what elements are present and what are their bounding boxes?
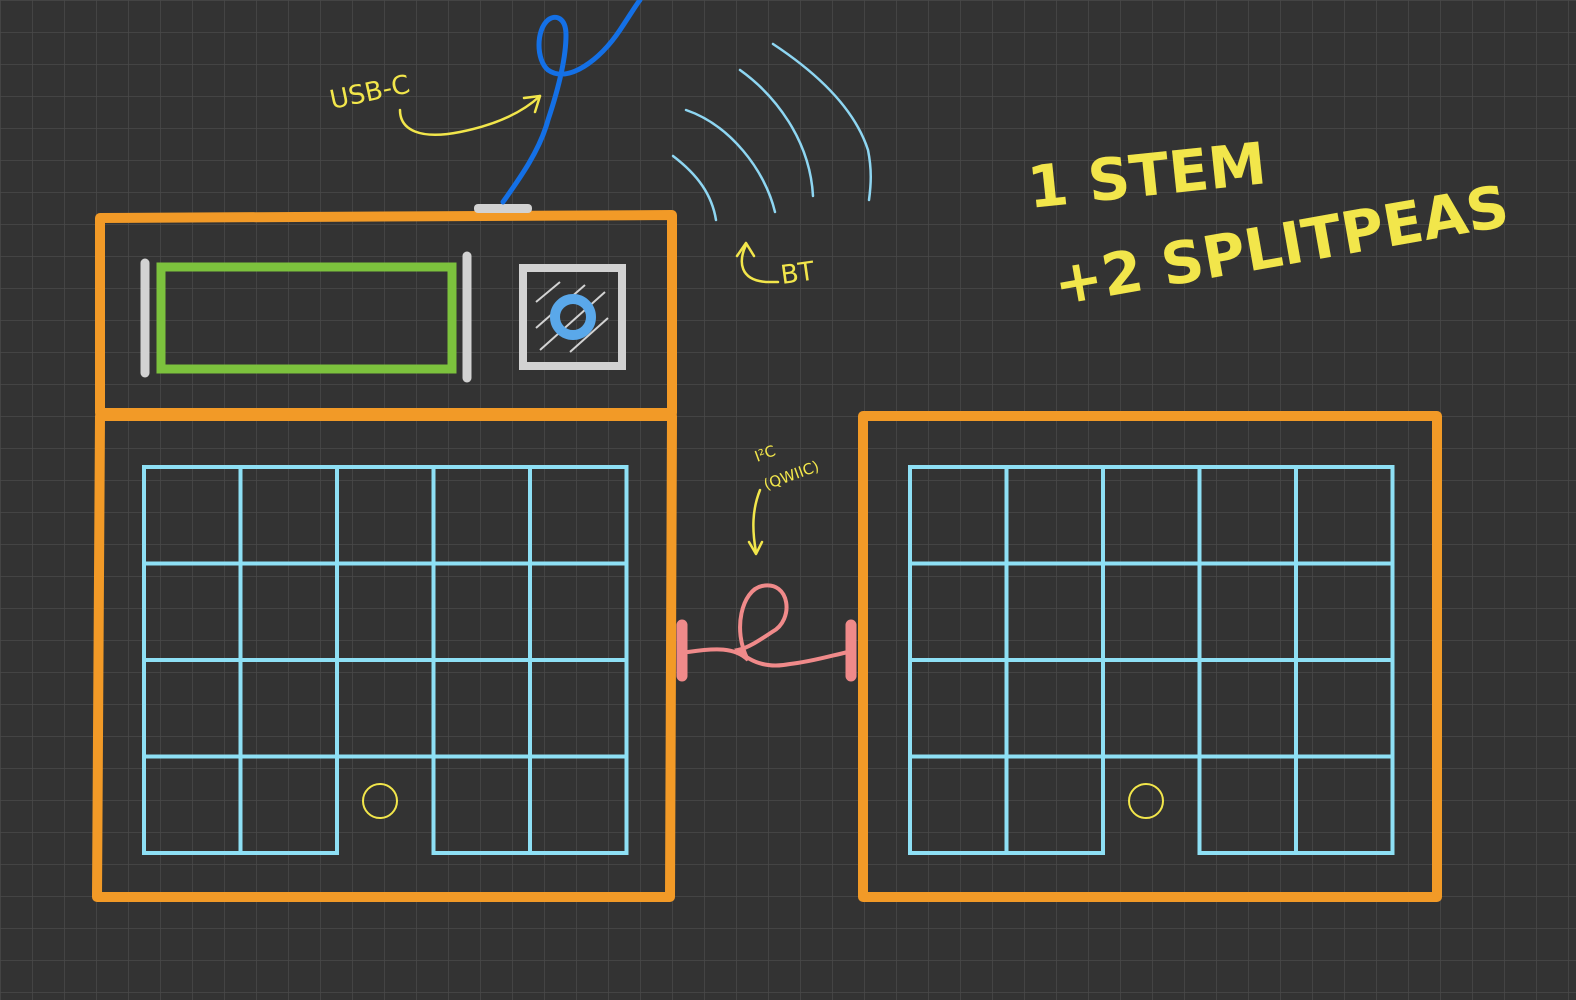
bt-arrow (740, 243, 780, 284)
stem-key-grid (142, 465, 629, 855)
i2c-arrow (752, 488, 762, 554)
i2c-arrowhead (747, 540, 764, 556)
splitpea-frame (858, 411, 1442, 902)
splitpea-key-grid (908, 465, 1395, 855)
bt-arrowhead (735, 241, 756, 258)
trackball-icon (519, 264, 626, 370)
usb-arrowhead (522, 94, 542, 114)
oled-display (156, 262, 457, 374)
key-stem-r4c5 (528, 754, 629, 855)
i2c-cable (686, 583, 850, 668)
bluetooth-waves (671, 42, 872, 222)
usb-port (474, 204, 532, 213)
splitpea-mount-hole (1128, 783, 1164, 819)
stem-bottom-frame (92, 411, 677, 902)
usb-arrow (398, 94, 542, 136)
key-splitpea-r4c5 (1294, 754, 1395, 855)
key-splitpea-r4c2 (1004, 754, 1105, 855)
bt-label: BT (779, 257, 817, 291)
stem-board (92, 204, 677, 902)
usb-cable (500, 0, 643, 205)
splitpea-board (858, 411, 1442, 902)
key-stem-r4c2 (238, 754, 339, 855)
stem-mount-hole (362, 783, 398, 819)
